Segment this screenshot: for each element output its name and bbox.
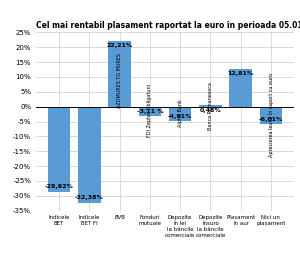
Text: -4,91%: -4,91% [168, 114, 192, 119]
Text: -3,11 %: -3,11 % [136, 109, 163, 113]
Text: -32,38%: -32,38% [75, 195, 104, 200]
Text: -28,62%: -28,62% [45, 184, 74, 189]
Text: 12,81%: 12,81% [227, 71, 254, 76]
Text: -6,01%: -6,01% [259, 117, 283, 122]
Bar [260, 107, 282, 124]
Bar [108, 41, 131, 107]
Bar [139, 107, 161, 116]
Text: 0,48%: 0,48% [200, 108, 221, 113]
Bar [78, 107, 101, 203]
Text: 22,21%: 22,21% [106, 43, 133, 48]
Text: Banca Romaneasca: Banca Romaneasca [208, 82, 213, 130]
Bar [48, 107, 70, 192]
Bar [199, 105, 222, 107]
Text: FDI Zepter Obligatuni: FDI Zepter Obligatuni [147, 84, 152, 137]
Text: AZOMURES TG MURES: AZOMURES TG MURES [117, 53, 122, 108]
Text: Cel mai rentabil plasament raportat la euro în perioada 05.01 - 05.02.2008: Cel mai rentabil plasament raportat la e… [36, 21, 300, 30]
Text: Aprecierea leului în raport cu euro: Aprecierea leului în raport cu euro [268, 73, 274, 157]
Bar [169, 107, 191, 121]
Bar [229, 69, 252, 107]
Text: Alpha Bank: Alpha Bank [178, 99, 183, 127]
